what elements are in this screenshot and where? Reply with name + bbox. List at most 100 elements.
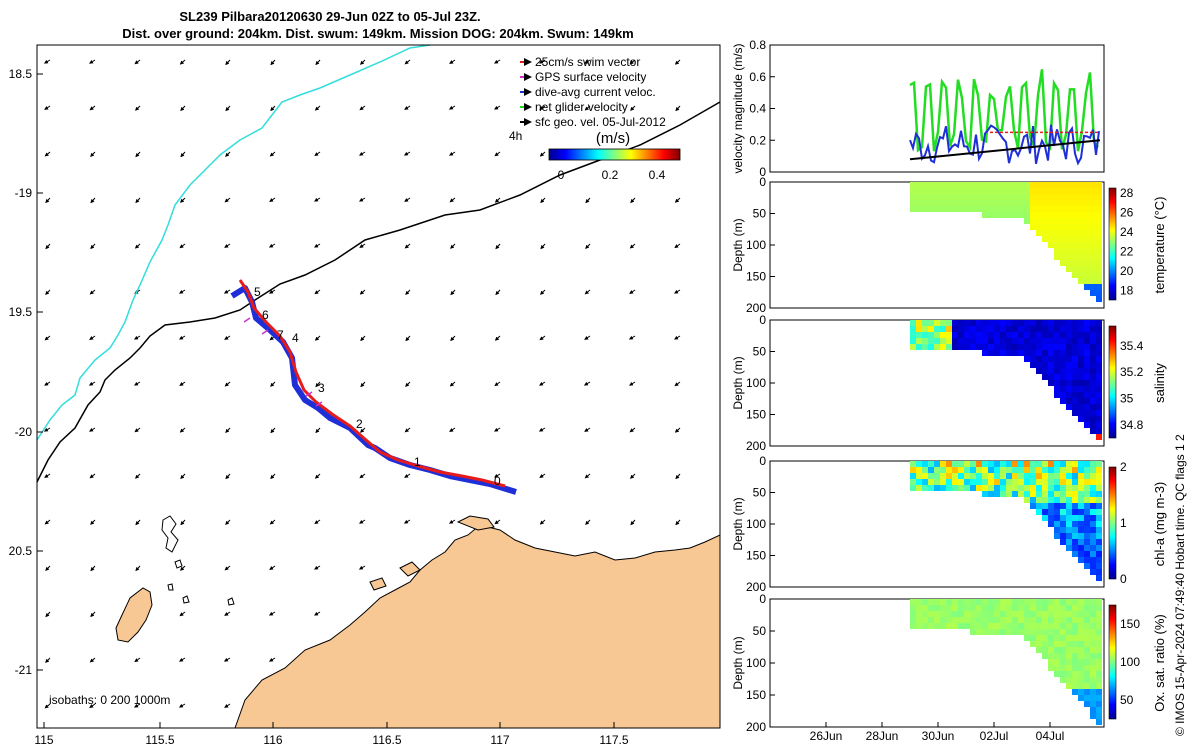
salinity-cell	[1078, 386, 1084, 392]
chla-cell	[982, 479, 988, 485]
temperature-cell	[1036, 194, 1042, 200]
current-arrow	[494, 105, 501, 110]
oxygen-cell	[1096, 641, 1102, 647]
temperature-cell	[1066, 254, 1072, 260]
current-arrow	[359, 289, 366, 295]
current-arrow	[538, 427, 546, 432]
temperature-cell	[1042, 188, 1048, 194]
oxygen-cell	[976, 605, 982, 611]
chla-cell	[910, 467, 916, 473]
oxygen-cell	[940, 605, 946, 611]
salinity-cell	[934, 332, 940, 338]
chla-cell	[1072, 533, 1078, 539]
temperature-cell	[1072, 236, 1078, 242]
current-arrow	[225, 59, 231, 66]
salinity-cell	[1066, 362, 1072, 368]
temperature-cbar-tick: 24	[1120, 225, 1134, 239]
oxygen-cell	[1060, 617, 1066, 623]
chla-cell	[1024, 485, 1030, 491]
oxygen-cell	[1090, 695, 1096, 701]
temperature-cell	[976, 188, 982, 194]
oxygen-cell	[1090, 659, 1096, 665]
current-arrow	[44, 335, 51, 341]
oxygen-cell	[1042, 617, 1048, 623]
oxygen-cell	[1048, 599, 1054, 605]
oxygen-cell	[928, 605, 934, 611]
chla-cell	[922, 461, 928, 467]
oxygen-ytick-label: 50	[753, 624, 767, 638]
current-arrow	[495, 289, 501, 296]
temperature-cell	[964, 182, 970, 188]
salinity-cell	[940, 320, 946, 326]
salinity-cell	[1090, 428, 1096, 434]
current-arrow	[585, 519, 591, 526]
chla-cell	[1078, 521, 1084, 527]
salinity-cell	[1054, 326, 1060, 332]
temperature-cell	[1084, 218, 1090, 224]
temperature-cell	[1090, 194, 1096, 200]
salinity-cell	[1078, 326, 1084, 332]
current-arrow	[225, 473, 231, 480]
current-arrow	[315, 59, 321, 66]
current-arrow	[584, 335, 591, 340]
temperature-cell	[1042, 224, 1048, 230]
chla-cell	[1000, 461, 1006, 467]
current-arrow	[539, 473, 546, 478]
current-arrow	[269, 519, 276, 525]
salinity-cell	[1078, 344, 1084, 350]
temperature-cell	[1072, 218, 1078, 224]
chla-cell	[1060, 533, 1066, 539]
salinity-cell	[916, 320, 922, 326]
oxygen-cell	[1054, 647, 1060, 653]
map-ytick-label: 18.5	[9, 67, 33, 81]
current-arrow	[629, 473, 636, 479]
chla-cell	[1006, 473, 1012, 479]
chla-cell	[988, 467, 994, 473]
salinity-cell	[1048, 332, 1054, 338]
chla-cell	[1090, 461, 1096, 467]
chla-cell	[1090, 539, 1096, 545]
temperature-cell	[1006, 200, 1012, 206]
current-arrow	[405, 289, 411, 296]
temperature-cell	[1090, 248, 1096, 254]
oxygen-cell	[1060, 659, 1066, 665]
current-arrow	[494, 59, 501, 64]
oxygen-cell	[916, 617, 922, 623]
temperature-cell	[940, 182, 946, 188]
oxygen-cell	[1072, 605, 1078, 611]
current-arrow	[179, 59, 186, 65]
current-arrow	[43, 427, 51, 432]
temperature-cell	[1036, 218, 1042, 224]
isobaths-note: isobaths: 0 200 1000m	[49, 693, 170, 707]
current-arrow	[225, 151, 231, 158]
oxygen-cell	[1054, 641, 1060, 647]
temperature-cell	[1060, 206, 1066, 212]
oxygen-cell	[1042, 641, 1048, 647]
temperature-cell	[940, 200, 946, 206]
temperature-cell	[1006, 188, 1012, 194]
temperature-cell	[988, 212, 994, 218]
temperature-cell	[1042, 200, 1048, 206]
oxygen-cell	[1066, 665, 1072, 671]
map-xtick-label: 117	[490, 733, 509, 747]
gps-surface-velocity-marks	[243, 317, 323, 407]
chla-cell	[988, 473, 994, 479]
salinity-cell	[976, 344, 982, 350]
salinity-cell	[1078, 338, 1084, 344]
velocity-ytick-label: 0.8	[749, 38, 766, 52]
salinity-cell	[1024, 350, 1030, 356]
temperature-cell	[1066, 212, 1072, 218]
current-arrow	[269, 289, 276, 294]
salinity-cell	[1048, 338, 1054, 344]
chla-cell	[1036, 461, 1042, 467]
temperature-cell	[958, 188, 964, 194]
chla-cell	[1006, 485, 1012, 491]
salinity-cell	[1054, 380, 1060, 386]
salinity-cell	[1090, 380, 1096, 386]
salinity-cell	[910, 338, 916, 344]
temperature-cell	[994, 194, 1000, 200]
temperature-cell	[1072, 230, 1078, 236]
current-arrow	[494, 151, 501, 157]
oxygen-cell	[1048, 647, 1054, 653]
chla-cell	[1066, 509, 1072, 515]
